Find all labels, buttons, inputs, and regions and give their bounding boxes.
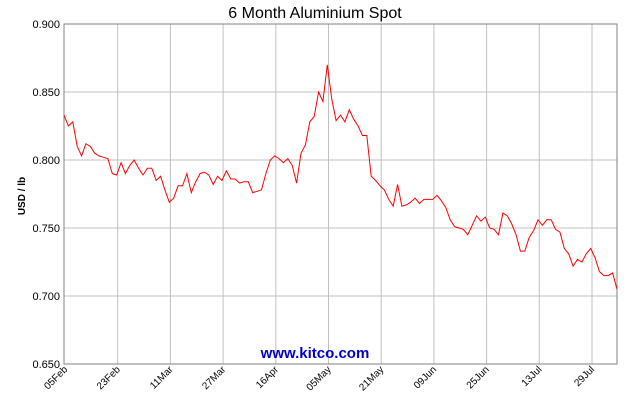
x-tick-label: 27Mar [200,364,228,392]
x-tick-label: 25Jun [465,364,492,391]
y-tick-label: 0.900 [32,19,60,31]
chart-title: 6 Month Aluminium Spot [228,5,402,22]
plot-frame [63,23,618,365]
y-tick-label: 0.850 [32,87,60,99]
x-tick-label: 23Feb [95,364,123,392]
y-tick-label: 0.750 [32,223,60,235]
y-tick-label: 0.650 [32,359,60,371]
x-tick-label: 09Jun [412,364,439,391]
x-tick-label: 29Jul [572,364,597,389]
x-axis-ticks: 05Feb 23Feb 11Mar 27Mar 16Apr 05May 21May 09Jun… [42,364,597,393]
x-tick-label: 21May [357,364,386,393]
x-tick-label: 05May [305,364,334,393]
x-tick-label: 11Mar [148,364,176,392]
y-tick-label: 0.800 [32,155,60,167]
chart-grid [64,24,617,364]
y-axis-ticks: 0.900 0.850 0.800 0.750 0.700 0.650 [32,19,60,371]
x-tick-label: 13Jul [520,364,545,389]
y-axis-label: USD / lb [17,177,28,215]
y-tick-label: 0.700 [32,291,60,303]
x-tick-label: 16Apr [254,364,281,391]
watermark-text: www.kitco.com [260,345,370,362]
series-line [63,64,618,290]
